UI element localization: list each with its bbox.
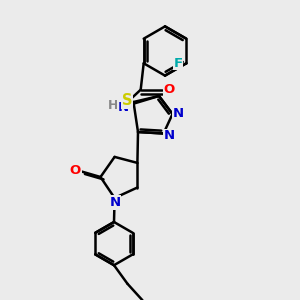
- Text: O: O: [163, 83, 175, 96]
- Text: F: F: [173, 57, 182, 70]
- Text: N: N: [173, 107, 184, 120]
- Text: N: N: [110, 196, 121, 209]
- Text: N: N: [118, 100, 129, 114]
- Text: O: O: [70, 164, 81, 177]
- Text: N: N: [163, 129, 175, 142]
- Text: H: H: [108, 99, 119, 112]
- Text: S: S: [122, 93, 132, 108]
